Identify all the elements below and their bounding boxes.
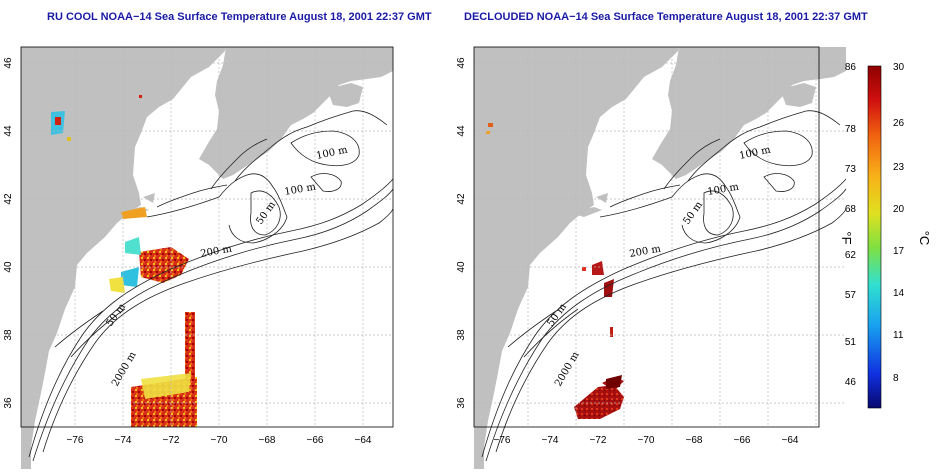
y-tick-label: 46 [3,57,14,69]
y-tick-label: 42 [3,193,14,205]
y-tick-label: 38 [456,329,467,341]
x-tick-label: −66 [307,435,324,446]
c-tick-label: 8 [893,373,899,384]
colorbar-unit-fahrenheit: °F [839,231,854,244]
x-tick-label: −76 [494,435,511,446]
x-tick-label: −64 [782,435,799,446]
f-tick-label: 68 [845,204,857,215]
c-tick-label: 11 [893,330,904,341]
left-y-ticks: 36 38 40 42 44 46 [3,57,14,409]
right-sst-data [486,123,624,419]
c-tick-label: 17 [893,246,905,257]
y-tick-label: 44 [456,125,467,137]
colorbar-unit-celsius: °C [917,231,932,246]
x-tick-label: −68 [686,435,703,446]
right-map-panel: 100 m 100 m 50 m 200 m 50 m 2000 m −76 −… [456,46,847,469]
y-tick-label: 46 [456,57,467,69]
y-tick-label: 44 [3,125,14,137]
c-tick-label: 23 [893,162,905,173]
left-sst-data [51,95,197,427]
x-tick-label: −72 [163,435,180,446]
c-tick-label: 30 [893,62,905,73]
y-tick-label: 42 [456,193,467,205]
f-tick-label: 46 [845,377,857,388]
left-panel-title: RU COOL NOAA−14 Sea Surface Temperature … [47,11,432,23]
f-tick-label: 62 [845,250,857,261]
y-tick-label: 40 [456,261,467,273]
x-tick-label: −76 [67,435,84,446]
x-tick-label: −68 [259,435,276,446]
left-map-panel: 100 m 100 m 50 m 200 m 50 m 2000 m −76 −… [3,46,394,469]
colorbar-c-ticks: 30 26 23 20 17 14 11 8 [893,62,905,384]
y-tick-label: 38 [3,329,14,341]
c-tick-label: 26 [893,118,905,129]
f-tick-label: 86 [845,62,857,73]
left-frame [20,46,394,428]
f-tick-label: 73 [845,164,857,175]
x-tick-label: −74 [542,435,559,446]
f-tick-label: 78 [845,124,857,135]
colorbar: 86 78 73 68 62 57 51 46 30 26 23 20 17 1… [839,62,932,409]
y-tick-label: 36 [456,397,467,409]
right-panel-title: DECLOUDED NOAA−14 Sea Surface Temperatur… [464,11,868,23]
y-tick-label: 36 [3,397,14,409]
y-tick-label: 40 [3,261,14,273]
f-tick-label: 57 [845,290,857,301]
right-frame [473,46,820,428]
colorbar-f-ticks: 86 78 73 68 62 57 51 46 [845,62,857,388]
x-tick-label: −66 [734,435,751,446]
c-tick-label: 20 [893,204,905,215]
x-tick-label: −70 [638,435,655,446]
f-tick-label: 51 [845,337,857,348]
c-tick-label: 14 [893,288,905,299]
left-x-ticks: −76 −74 −72 −70 −68 −66 −64 [67,435,372,446]
right-y-ticks: 36 38 40 42 44 46 [456,57,467,409]
x-tick-label: −72 [590,435,607,446]
x-tick-label: −64 [355,435,372,446]
right-x-ticks: −76 −74 −72 −70 −68 −66 −64 [494,435,799,446]
x-tick-label: −74 [115,435,132,446]
colorbar-gradient [867,65,882,409]
x-tick-label: −70 [211,435,228,446]
